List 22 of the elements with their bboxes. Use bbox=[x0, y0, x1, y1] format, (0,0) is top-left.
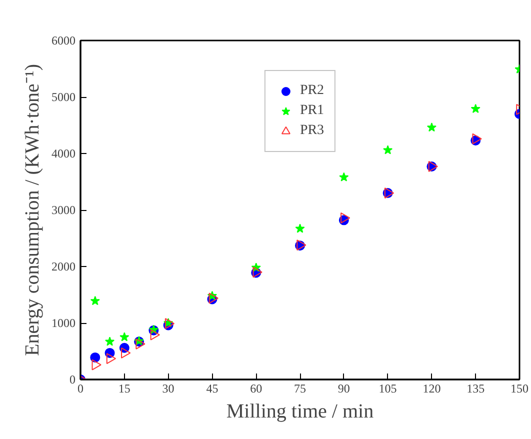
x-tick-label: 45 bbox=[206, 382, 218, 396]
y-tick-label: 1000 bbox=[52, 316, 76, 330]
x-axis-title: Milling time / min bbox=[226, 400, 374, 422]
legend-label: PR1 bbox=[300, 103, 324, 119]
x-tick-label: 30 bbox=[162, 382, 174, 396]
x-tick-label: 150 bbox=[510, 382, 528, 396]
x-tick-label: 90 bbox=[338, 382, 350, 396]
x-tick-label: 135 bbox=[466, 382, 485, 396]
legend-label: PR2 bbox=[300, 83, 324, 99]
legend-label: PR3 bbox=[300, 123, 324, 139]
y-tick-label: 5000 bbox=[52, 90, 76, 104]
x-tick-label: 60 bbox=[250, 382, 262, 396]
y-tick-label: 4000 bbox=[52, 146, 76, 160]
y-tick-label: 0 bbox=[70, 372, 76, 386]
x-tick-label: 15 bbox=[118, 382, 130, 396]
y-axis-title: Energy consumption / (KWh·tone⁻¹) bbox=[22, 64, 44, 356]
y-tick-label: 2000 bbox=[52, 260, 76, 274]
x-tick-label: 105 bbox=[378, 382, 397, 396]
y-tick-label: 6000 bbox=[52, 34, 76, 48]
y-tick-label: 3000 bbox=[52, 203, 76, 217]
x-tick-label: 120 bbox=[422, 382, 441, 396]
x-tick-label: 75 bbox=[294, 382, 306, 396]
